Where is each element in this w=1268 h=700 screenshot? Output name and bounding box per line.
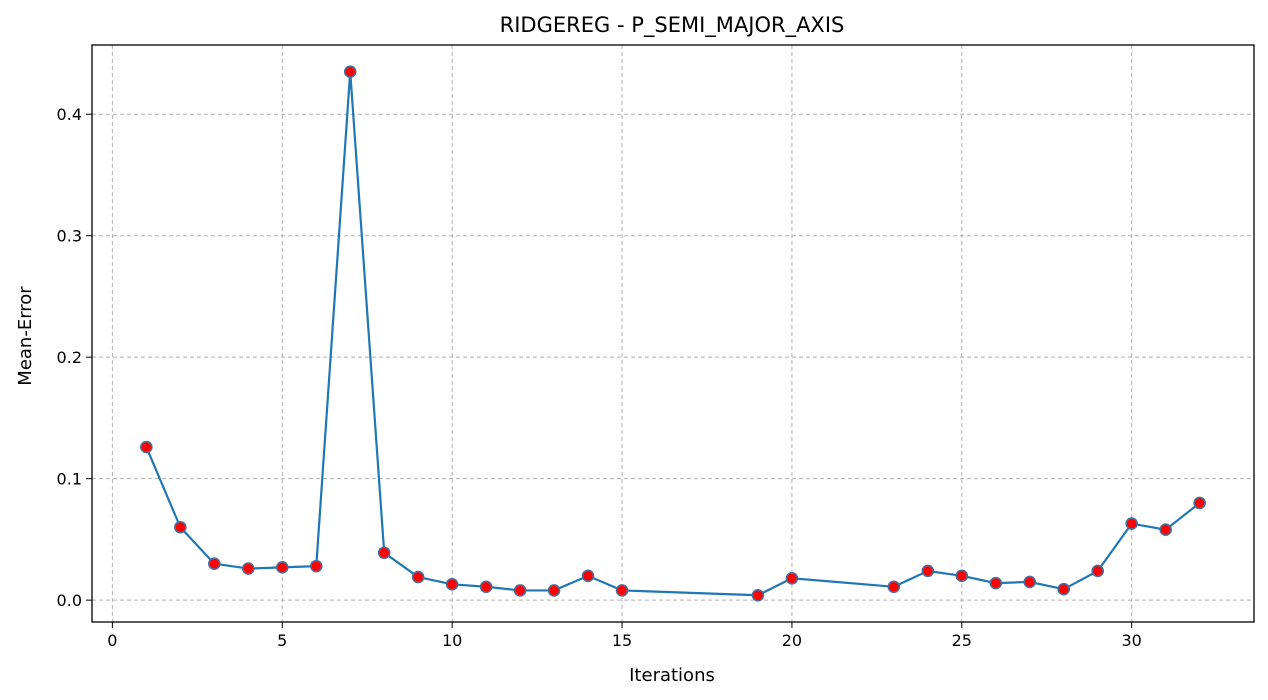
y-tick-label: 0.0 — [57, 591, 82, 610]
data-point — [581, 569, 595, 583]
data-point — [921, 564, 935, 578]
data-point — [615, 584, 629, 597]
plot-area-frame — [91, 44, 1255, 623]
x-axis-label: Iterations — [629, 665, 715, 686]
data-point — [785, 571, 799, 585]
data-point — [1159, 523, 1172, 536]
data-point — [479, 580, 493, 594]
grid — [92, 45, 1254, 622]
x-tick-label: 30 — [1122, 631, 1142, 650]
data-point — [887, 580, 901, 594]
x-tick-label: 25 — [952, 631, 972, 650]
data-point — [174, 520, 187, 534]
x-tick-label: 15 — [612, 631, 632, 650]
data-point — [275, 561, 289, 574]
y-axis-ticks: 0.0 0.1 0.2 0.3 0.4 — [57, 105, 92, 610]
data-point — [1023, 575, 1037, 589]
x-tick-label: 5 — [277, 631, 287, 650]
data-point — [140, 440, 153, 454]
data-point — [751, 588, 765, 602]
data-point — [411, 570, 425, 584]
data-point — [377, 546, 391, 560]
data-point — [208, 557, 221, 570]
data-point — [1057, 582, 1071, 596]
y-tick-label: 0.2 — [57, 348, 82, 367]
x-tick-label: 0 — [107, 631, 117, 650]
data-point — [989, 576, 1003, 590]
data-point — [513, 584, 527, 597]
data-point — [955, 569, 969, 583]
data-points — [140, 65, 1206, 602]
data-point — [547, 584, 561, 597]
chart-title: RIDGEREG - P_SEMI_MAJOR_AXIS — [500, 13, 845, 38]
x-tick-label: 20 — [782, 631, 802, 650]
x-tick-label: 10 — [442, 631, 462, 650]
y-tick-label: 0.3 — [57, 227, 82, 246]
y-tick-label: 0.4 — [57, 105, 82, 124]
data-point — [445, 578, 459, 591]
x-axis-ticks: 0 5 10 15 20 25 30 — [107, 622, 1142, 650]
data-point — [1091, 564, 1105, 578]
y-axis-label: Mean-Error — [15, 286, 36, 386]
data-point — [1125, 517, 1138, 530]
y-tick-label: 0.1 — [57, 470, 82, 489]
data-point — [241, 562, 255, 575]
data-point — [1193, 496, 1206, 510]
data-point — [309, 559, 323, 573]
data-point — [343, 65, 357, 79]
